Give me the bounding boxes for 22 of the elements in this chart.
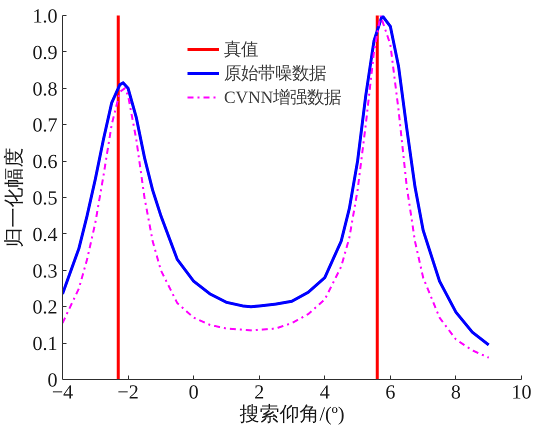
y-axis-title: 归一化幅度 (4, 148, 26, 248)
y-tick-label: 0.3 (32, 260, 58, 282)
y-tick-label: 0.1 (32, 333, 58, 356)
legend-label: CVNN增强数据 (224, 87, 342, 109)
y-tick-label: 0.4 (32, 224, 58, 246)
x-tick-label: −2 (117, 382, 139, 404)
y-tick-label: 1.0 (32, 6, 58, 28)
x-tick-label: 10 (512, 382, 532, 404)
y-tick-label: 0.7 (32, 114, 58, 137)
y-tick-label: 0.8 (32, 78, 58, 100)
x-tick-label: 0 (188, 382, 199, 404)
y-tick-label: 0.6 (32, 151, 58, 174)
x-axis-title: 搜索仰角/(º) (239, 404, 345, 426)
y-tick-label: 0.9 (32, 42, 58, 64)
x-tick-label: 2 (254, 382, 264, 404)
x-tick-label: 4 (320, 382, 330, 404)
x-tick-label: 6 (385, 382, 396, 404)
x-tick-label: 8 (450, 382, 461, 404)
legend-label: 真值 (224, 39, 258, 61)
legend-label: 原始带噪数据 (224, 63, 326, 85)
y-tick-label: 0.2 (32, 296, 58, 319)
y-tick-label: 0.5 (32, 188, 58, 210)
